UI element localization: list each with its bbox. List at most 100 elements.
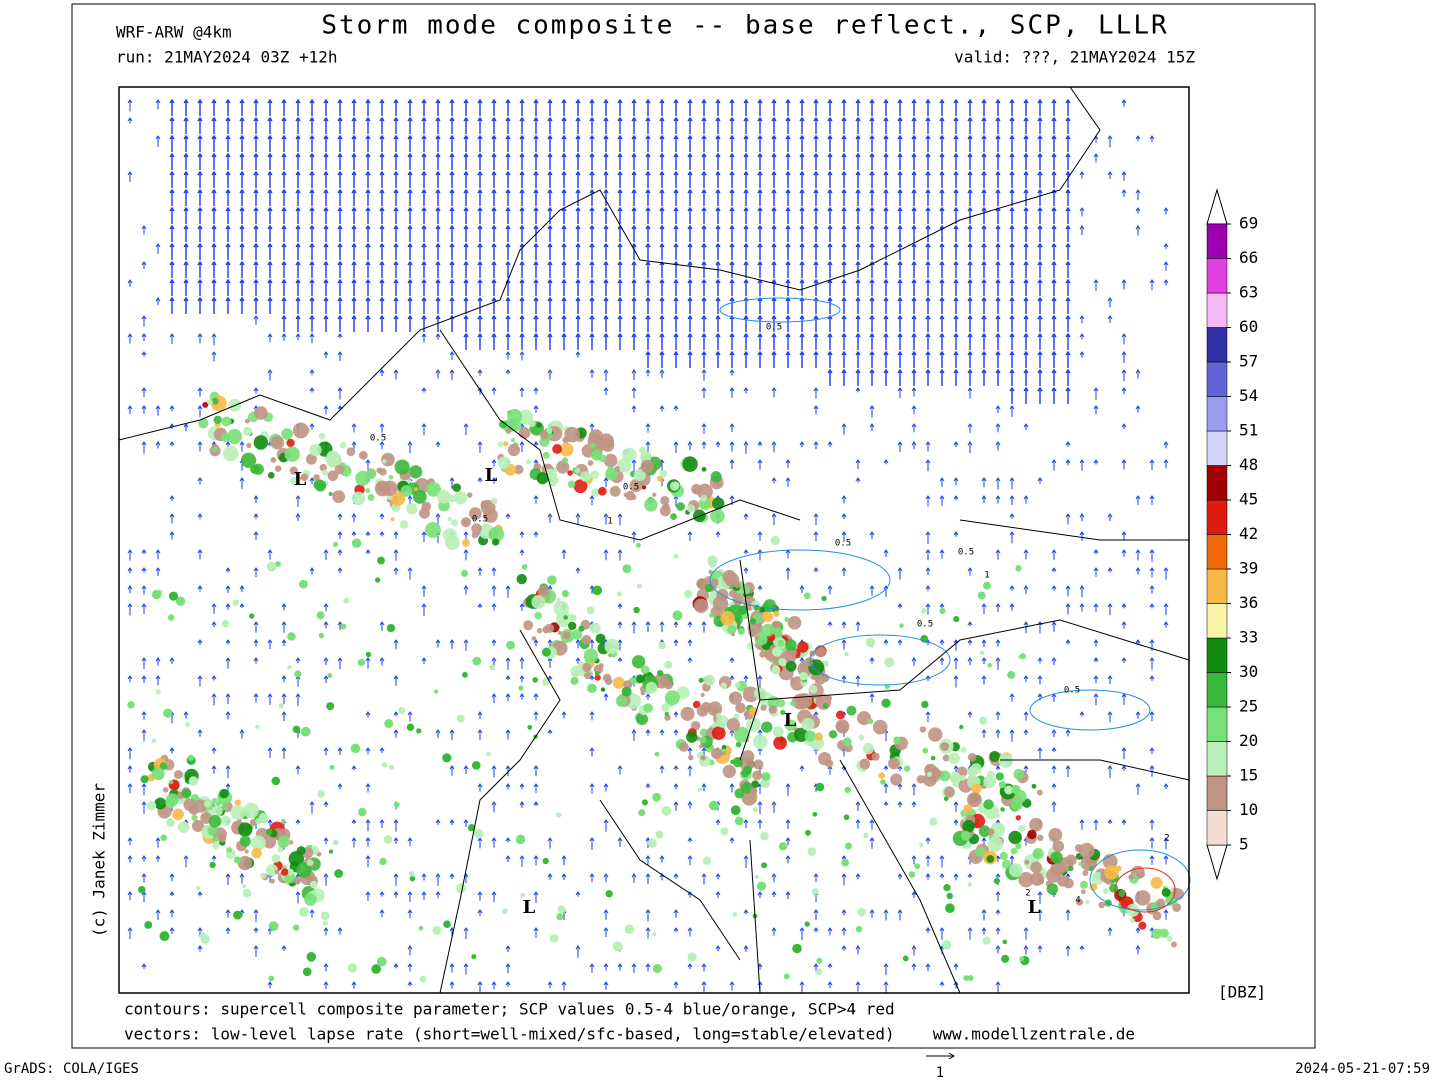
vector: [1037, 314, 1043, 332]
vector: [365, 657, 371, 669]
vector: [897, 170, 903, 188]
vector: [1037, 206, 1043, 224]
vector: [715, 242, 721, 260]
vector: [281, 278, 287, 296]
vector: [491, 801, 497, 813]
echo: [669, 481, 680, 491]
vector: [813, 513, 819, 526]
vector: [575, 296, 581, 314]
vector: [995, 152, 1001, 170]
vector: [911, 423, 917, 433]
vector: [407, 567, 413, 580]
colorbar-bin: [1206, 534, 1228, 570]
vector: [323, 224, 329, 242]
vector: [1079, 333, 1085, 340]
vector: [1149, 549, 1155, 562]
vector: [407, 891, 413, 902]
vector: [827, 116, 833, 134]
vector: [435, 296, 441, 314]
vector: [337, 351, 343, 361]
vector: [225, 909, 231, 918]
echo: [708, 613, 714, 618]
vector: [589, 116, 595, 134]
echo: [321, 469, 329, 476]
echo: [1015, 565, 1022, 572]
vector: [911, 801, 917, 808]
vector: [505, 206, 511, 224]
vector: [1037, 332, 1043, 350]
vector: [645, 369, 651, 377]
echo: [250, 835, 266, 851]
vector: [533, 314, 539, 332]
vector: [491, 603, 497, 611]
vector: [981, 675, 987, 685]
vector: [225, 188, 231, 206]
vector: [883, 350, 889, 368]
vector: [1009, 729, 1015, 742]
vector: [1037, 891, 1043, 904]
echo: [346, 447, 356, 457]
vector: [337, 134, 343, 152]
vector: [407, 296, 413, 314]
vector: [421, 242, 427, 260]
vector: [869, 405, 875, 418]
echo: [326, 450, 340, 464]
vector: [281, 116, 287, 134]
vector: [281, 188, 287, 206]
vector: [1121, 819, 1127, 825]
echo: [987, 828, 995, 836]
echo: [799, 672, 808, 681]
vector: [141, 405, 147, 414]
vector: [603, 260, 609, 278]
vector: [743, 819, 749, 829]
echo: [351, 491, 366, 506]
vector: [911, 657, 917, 666]
vector: [435, 116, 441, 134]
vector: [813, 567, 819, 573]
low-pressure: L: [485, 465, 498, 486]
echo: [382, 459, 387, 464]
vector: [813, 116, 819, 134]
vector: [603, 927, 609, 937]
vector: [519, 657, 525, 669]
colorbar-bin: [1206, 706, 1228, 742]
echo: [801, 717, 815, 731]
vector: [197, 513, 203, 520]
echo: [573, 479, 588, 494]
echo: [557, 630, 562, 635]
vector: [309, 242, 315, 260]
vector: [757, 224, 763, 242]
vector: [561, 873, 567, 880]
vector: [393, 242, 399, 260]
echo: [169, 780, 174, 785]
vector: [687, 332, 693, 350]
vector: [519, 387, 525, 398]
vector: [309, 423, 315, 430]
vector: [351, 765, 357, 771]
echo: [1008, 830, 1022, 845]
vector: [743, 441, 749, 454]
echo: [752, 770, 763, 781]
vector: [813, 98, 819, 116]
vector: [603, 314, 609, 332]
echo: [365, 488, 371, 494]
vector: [421, 531, 427, 542]
vector: [799, 332, 805, 350]
echo: [780, 709, 786, 716]
vector: [365, 170, 371, 188]
vector: [617, 116, 623, 134]
vector: [687, 134, 693, 152]
vector: [687, 170, 693, 188]
echo: [167, 614, 175, 621]
vector: [1163, 837, 1169, 850]
vector: [1023, 260, 1029, 278]
vector: [435, 369, 441, 379]
vector: [505, 134, 511, 152]
vector: [925, 495, 931, 507]
vector: [869, 332, 875, 350]
echo: [716, 715, 729, 728]
vector: [981, 657, 987, 665]
echo: [884, 657, 895, 668]
echo: [232, 599, 239, 607]
